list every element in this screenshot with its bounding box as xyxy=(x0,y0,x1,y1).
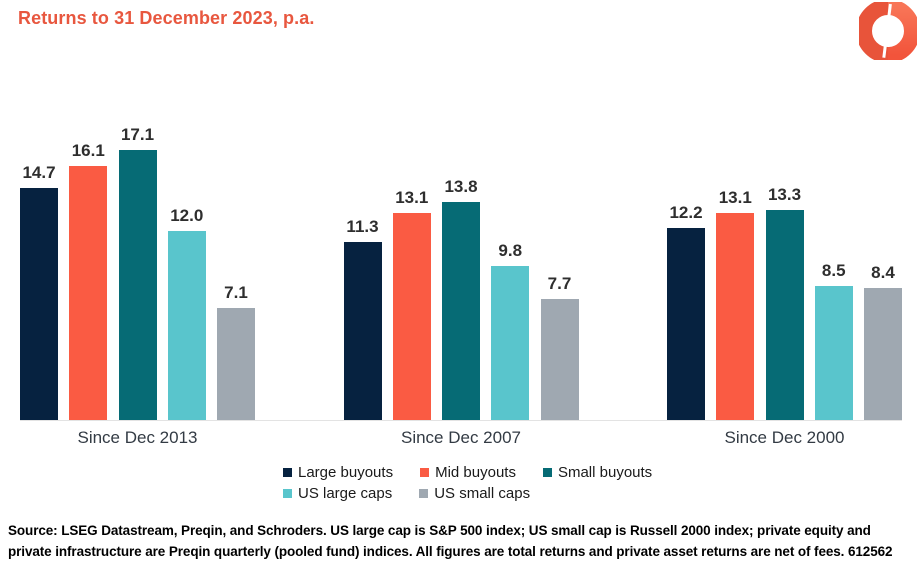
bar-column: 17.1 xyxy=(118,125,157,421)
legend-swatch-icon xyxy=(419,489,429,498)
bar-column: 13.8 xyxy=(442,177,480,421)
bar-value-label: 17.1 xyxy=(120,125,155,144)
bar-column: 11.3 xyxy=(343,217,382,421)
legend-row: Large buyouts Mid buyouts Small buyouts xyxy=(283,464,652,481)
legend-item: Small buyouts xyxy=(542,464,653,481)
bar xyxy=(716,213,755,421)
bar-column: 12.0 xyxy=(167,206,206,421)
bar-column: 14.7 xyxy=(20,163,58,421)
bar-column: 7.7 xyxy=(540,274,579,421)
chart-plot-area: 14.7 16.1 17.1 12.0 7.1 11.3 13.1 13.8 9.8 7.7 12.… xyxy=(20,124,902,421)
bar-value-label: 13.1 xyxy=(718,188,752,207)
bar-column: 13.3 xyxy=(765,185,804,421)
chart-legend: Large buyouts Mid buyouts Small buyouts US … xyxy=(283,464,652,506)
source-note: Source: LSEG Datastream, Preqin, and Sch… xyxy=(8,523,893,559)
legend-swatch-icon xyxy=(420,468,430,477)
bar xyxy=(20,188,58,421)
bar xyxy=(69,166,108,421)
bar xyxy=(864,288,902,421)
bar-group: 11.3 13.1 13.8 9.8 7.7 xyxy=(343,124,579,421)
x-axis-line xyxy=(20,420,902,421)
bar-column: 13.1 xyxy=(716,188,755,421)
legend-label: Small buyouts xyxy=(557,464,653,481)
bar xyxy=(118,150,157,421)
legend-item: Large buyouts xyxy=(283,464,393,481)
bar-value-label: 9.8 xyxy=(498,241,523,260)
legend-label: Mid buyouts xyxy=(435,464,516,481)
bar-value-label: 13.3 xyxy=(767,185,802,204)
bar xyxy=(540,299,579,421)
category-label: Since Dec 2000 xyxy=(724,428,845,447)
bar xyxy=(217,308,255,421)
bar-column: 12.2 xyxy=(667,203,705,421)
bar xyxy=(765,210,804,421)
legend-label: US small caps xyxy=(434,485,531,502)
schroders-logo-icon xyxy=(859,2,917,60)
legend-swatch-icon xyxy=(542,468,552,477)
category-labels: Since Dec 2013 Since Dec 2007 Since Dec 20… xyxy=(20,428,902,448)
page-title: Returns to 31 December 2023, p.a. xyxy=(18,8,315,28)
legend-swatch-icon xyxy=(283,468,292,477)
bar-column: 8.4 xyxy=(864,263,902,421)
legend-label: US large caps xyxy=(298,485,393,502)
category-label: Since Dec 2007 xyxy=(400,428,522,447)
bar-column: 8.5 xyxy=(814,261,853,421)
category-label: Since Dec 2013 xyxy=(77,428,198,447)
bar-value-label: 11.3 xyxy=(346,217,379,236)
bar xyxy=(491,266,530,421)
bar-group: 12.2 13.1 13.3 8.5 8.4 xyxy=(667,124,902,421)
bar-value-label: 12.2 xyxy=(669,203,703,222)
bar-column: 7.1 xyxy=(217,283,255,421)
bar xyxy=(392,213,431,421)
legend-swatch-icon xyxy=(283,489,292,498)
bar xyxy=(167,231,206,421)
bar xyxy=(667,228,705,421)
legend-item: US large caps xyxy=(283,485,392,502)
bar-chart: 14.7 16.1 17.1 12.0 7.1 11.3 13.1 13.8 9.8 7.7 12.… xyxy=(20,124,902,448)
bar-column: 13.1 xyxy=(392,188,431,421)
bar-value-label: 12.0 xyxy=(170,206,204,225)
bar-value-label: 8.5 xyxy=(821,261,846,280)
bar-value-label: 13.8 xyxy=(444,177,478,196)
bar-column: 16.1 xyxy=(69,141,108,421)
bar-value-label: 14.7 xyxy=(22,163,56,182)
bar-value-label: 7.1 xyxy=(224,283,248,302)
bar-value-label: 13.1 xyxy=(395,188,429,207)
legend-label: Large buyouts xyxy=(298,464,394,481)
legend-row: US large caps US small caps xyxy=(283,485,652,502)
bar-column: 9.8 xyxy=(491,241,530,421)
bar-value-label: 16.1 xyxy=(71,141,105,160)
bar xyxy=(343,242,382,421)
bar xyxy=(814,286,853,421)
bar-group: 14.7 16.1 17.1 12.0 7.1 xyxy=(20,124,255,421)
bar-value-label: 7.7 xyxy=(547,274,572,293)
legend-item: Mid buyouts xyxy=(420,464,516,481)
bar xyxy=(442,202,480,421)
legend-item: US small caps xyxy=(419,485,530,502)
bar-value-label: 8.4 xyxy=(871,263,895,282)
